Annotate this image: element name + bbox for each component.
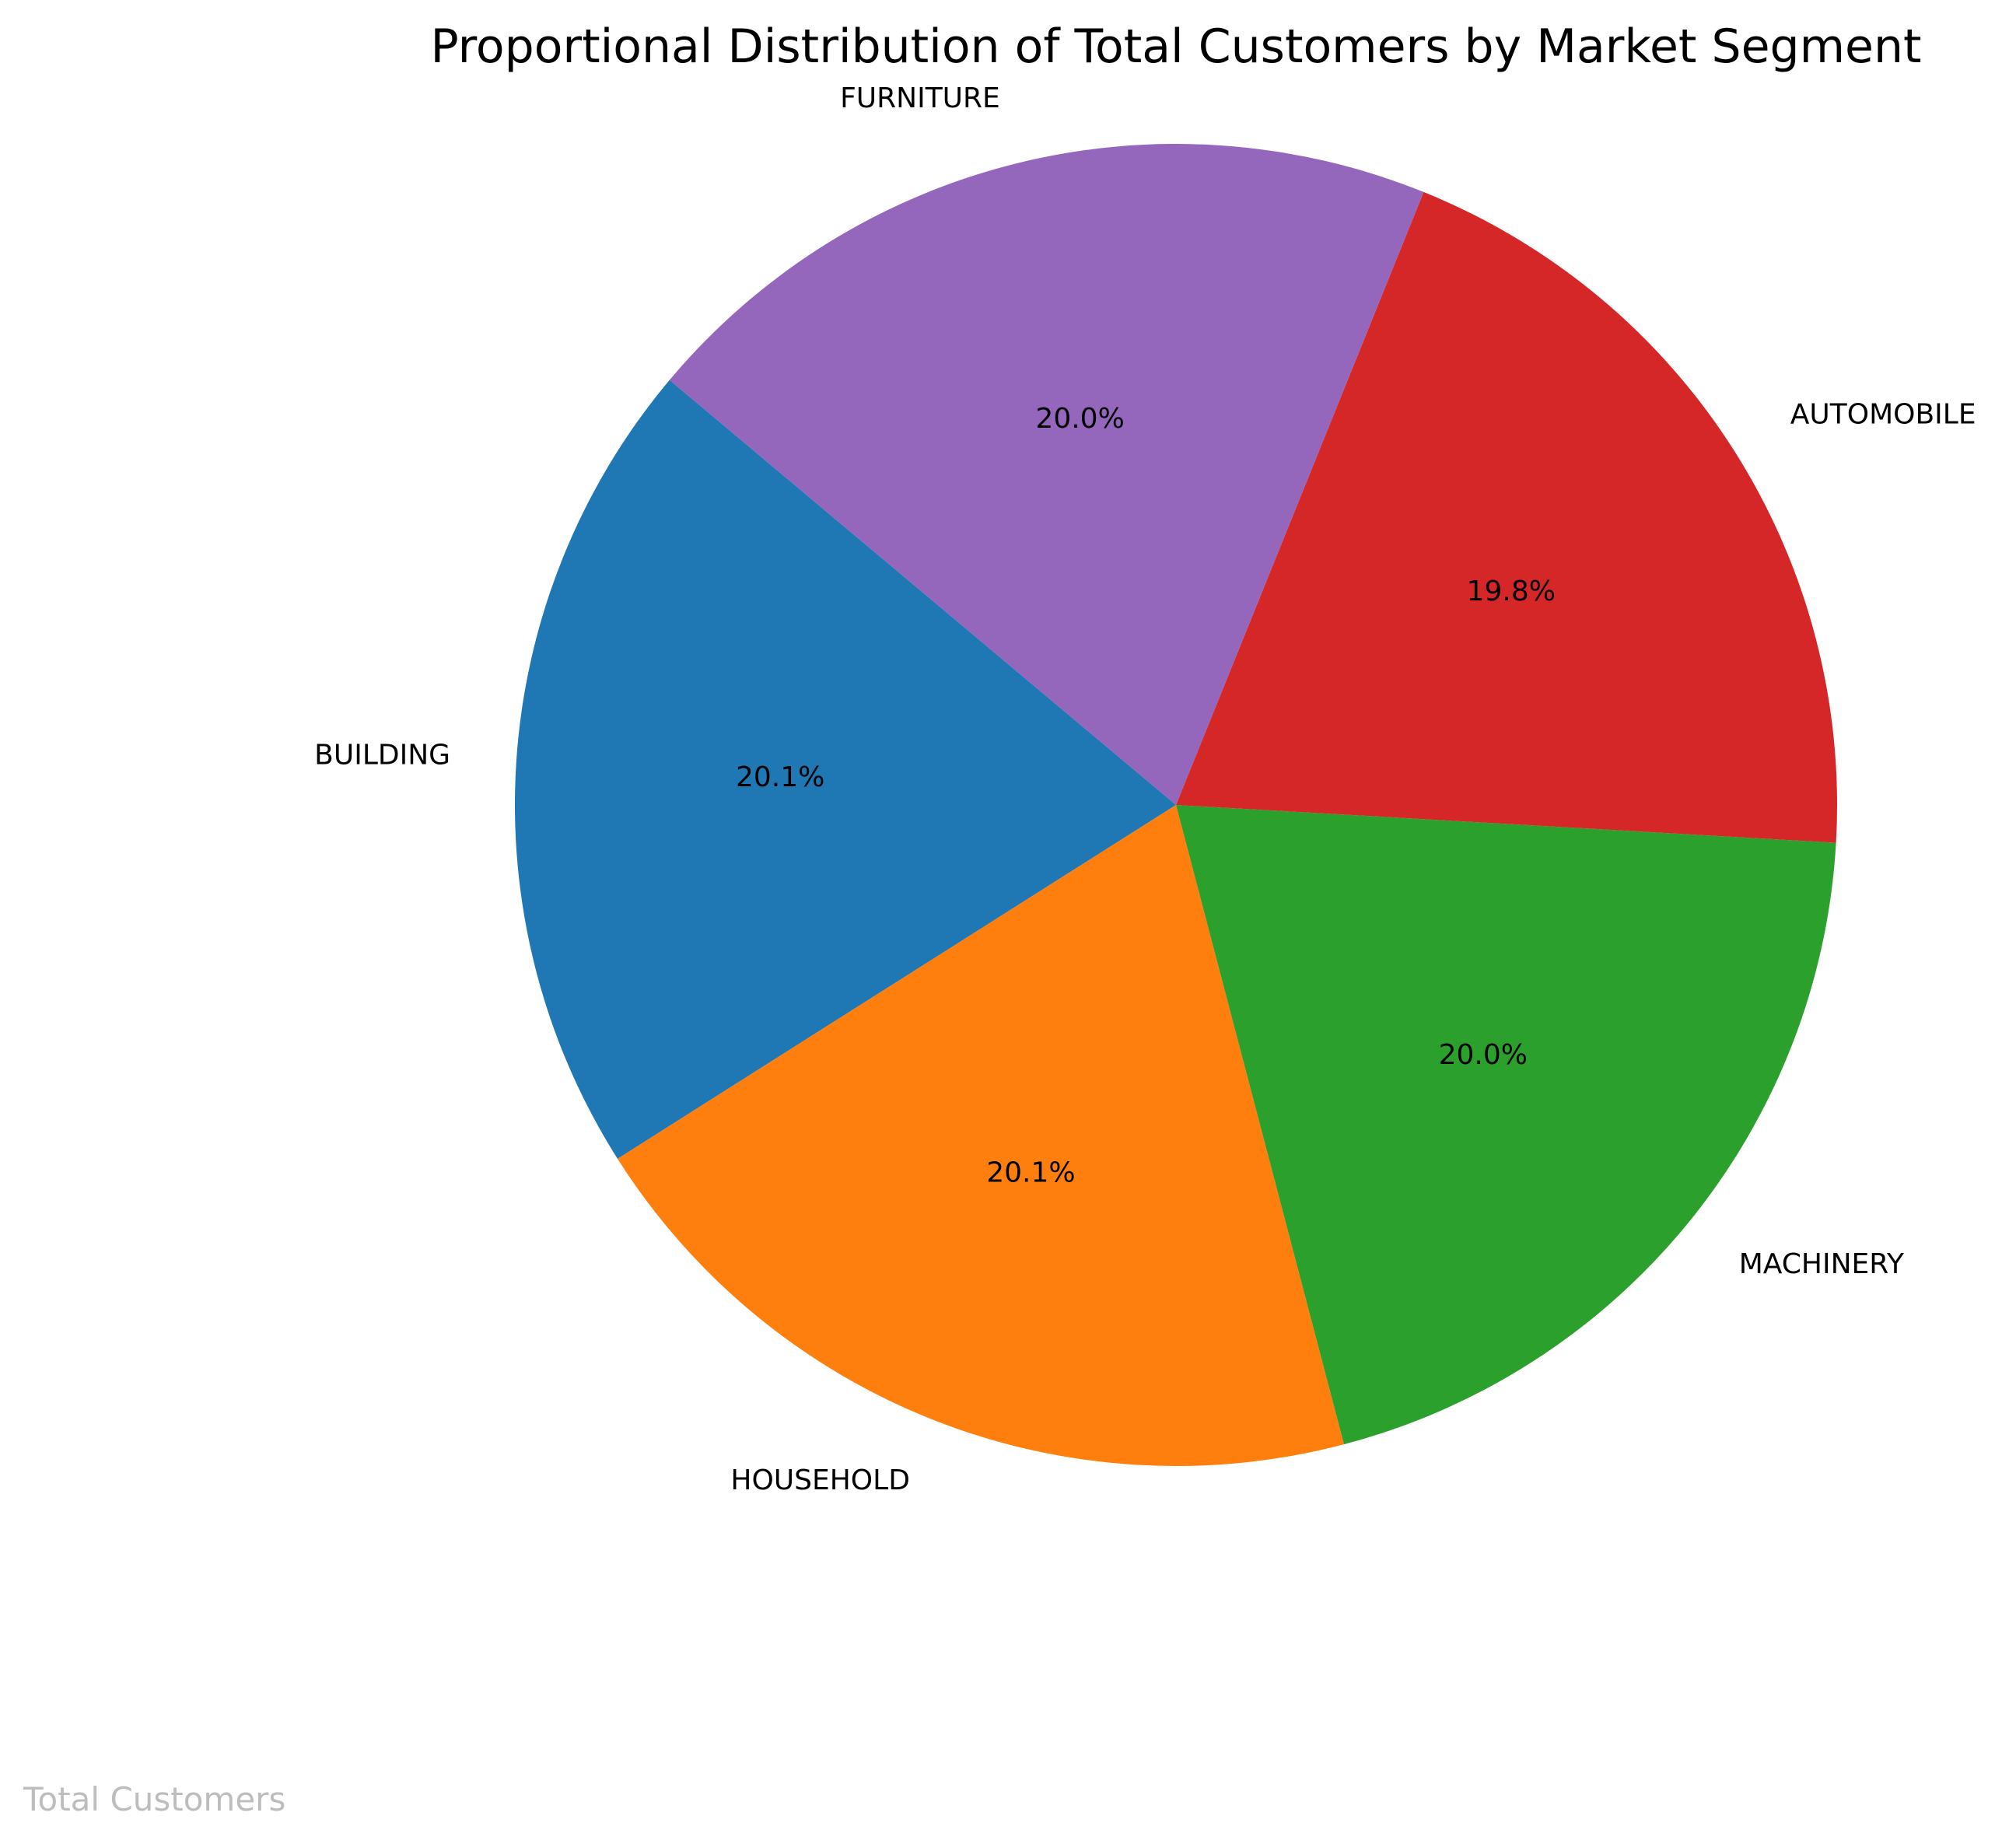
slice-label-furniture: FURNITURE bbox=[840, 82, 1000, 114]
pie-slice-household bbox=[618, 805, 1344, 1466]
slice-label-automobile: AUTOMOBILE bbox=[1790, 399, 1976, 431]
slice-percent-furniture: 20.0% bbox=[1035, 403, 1124, 435]
slice-percent-automobile: 19.8% bbox=[1467, 576, 1556, 607]
slice-label-household: HOUSEHOLD bbox=[730, 1464, 910, 1496]
chart-title: Proportional Distribution of Total Custo… bbox=[430, 19, 1921, 74]
pie-slice-building bbox=[515, 380, 1176, 1159]
slice-percent-machinery: 20.0% bbox=[1439, 1039, 1528, 1071]
slice-label-machinery: MACHINERY bbox=[1739, 1248, 1905, 1280]
pie-slice-automobile bbox=[1176, 191, 1837, 843]
slice-percent-building: 20.1% bbox=[736, 761, 824, 793]
pie-slices bbox=[515, 144, 1837, 1466]
pie-slice-furniture bbox=[669, 144, 1424, 806]
pie-slice-machinery bbox=[1176, 805, 1836, 1445]
slice-percent-household: 20.1% bbox=[986, 1157, 1075, 1189]
pie-labels: BUILDING 20.1% HOUSEHOLD 20.1% MACHINERY 20.0… bbox=[314, 82, 1976, 1496]
footer-label: Total Customers bbox=[23, 1780, 285, 1818]
slice-label-building: BUILDING bbox=[314, 740, 450, 772]
